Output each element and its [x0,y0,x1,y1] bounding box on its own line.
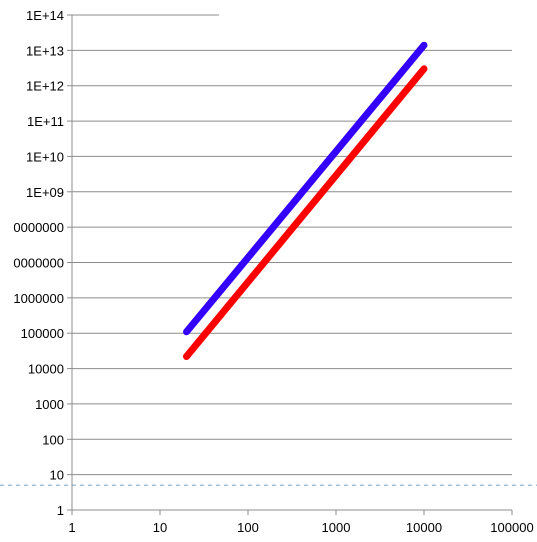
x-tick-label: 1 [68,520,75,535]
y-tick-label: 100000 [21,326,64,341]
series-lines [183,41,428,360]
x-tick-label: 100 [237,520,259,535]
grid-lines [0,14,537,487]
y-tick-label: 1E+11 [27,114,64,129]
series-line-blue [183,41,428,336]
x-tick-label: 10 [153,520,167,535]
y-tick-labels: 1 10 100 1000 10000 100000 1000000 0000000 00000… [13,8,64,518]
y-tick-label: 10 [50,468,64,483]
series-line-red [183,65,428,360]
y-tick-label: 1 [57,503,64,518]
y-tick-label: 1000000 [13,291,64,306]
y-tick-label: 10000 [28,362,64,377]
y-tick-label: 1E+14 [26,8,64,23]
x-tick-label: 1000 [322,520,351,535]
y-tick-label: 1E+09 [26,185,64,200]
y-tick-label: 100 [42,432,64,447]
y-tick-label: 1E+10 [26,149,64,164]
y-tick-label: 1E+13 [26,43,64,58]
x-tick-label: 100000 [490,520,533,535]
y-tick-label: 0000000 [13,256,64,271]
y-tick-label: 1E+12 [26,79,64,94]
x-tick-labels: 1 10 100 1000 10000 100000 [68,520,533,535]
y-tick-label: 1000 [35,397,64,412]
x-tick-label: 10000 [406,520,442,535]
y-tick-label: 0000000 [13,220,64,235]
axes [67,14,513,515]
